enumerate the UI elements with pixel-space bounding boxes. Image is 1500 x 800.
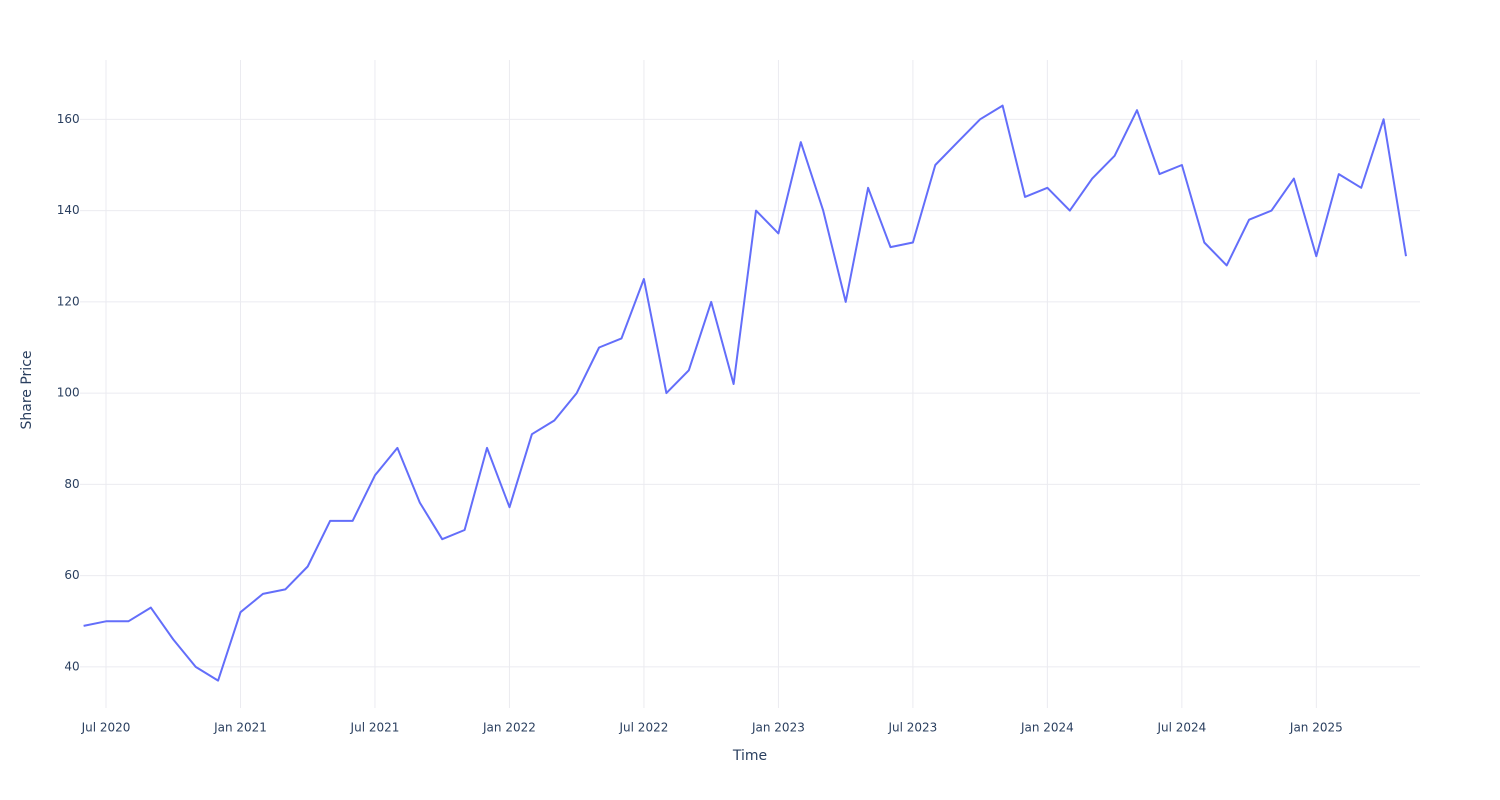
x-tick-label: Jan 2022 bbox=[482, 721, 536, 735]
x-tick-label: Jul 2021 bbox=[350, 721, 400, 735]
x-axis-title: Time bbox=[732, 748, 767, 764]
y-tick-label: 140 bbox=[57, 203, 80, 217]
y-tick-label: 160 bbox=[57, 112, 80, 126]
y-tick-label: 120 bbox=[57, 294, 80, 308]
price-line bbox=[83, 104, 1407, 682]
x-tick-label: Jul 2020 bbox=[81, 721, 131, 735]
x-tick-label: Jan 2021 bbox=[213, 721, 267, 735]
y-tick-label: 100 bbox=[57, 386, 80, 400]
x-tick-label: Jul 2024 bbox=[1156, 721, 1206, 735]
y-axis-title: Share Price bbox=[19, 350, 35, 429]
y-tick-label: 40 bbox=[64, 659, 79, 673]
x-tick-label: Jan 2025 bbox=[1289, 721, 1343, 735]
x-tick-label: Jan 2023 bbox=[751, 721, 805, 735]
y-tick-label: 80 bbox=[64, 477, 79, 491]
y-tick-label: 60 bbox=[64, 568, 79, 582]
x-tick-label: Jul 2022 bbox=[619, 721, 669, 735]
x-tick-label: Jan 2024 bbox=[1020, 721, 1074, 735]
x-tick-label: Jul 2023 bbox=[887, 721, 937, 735]
